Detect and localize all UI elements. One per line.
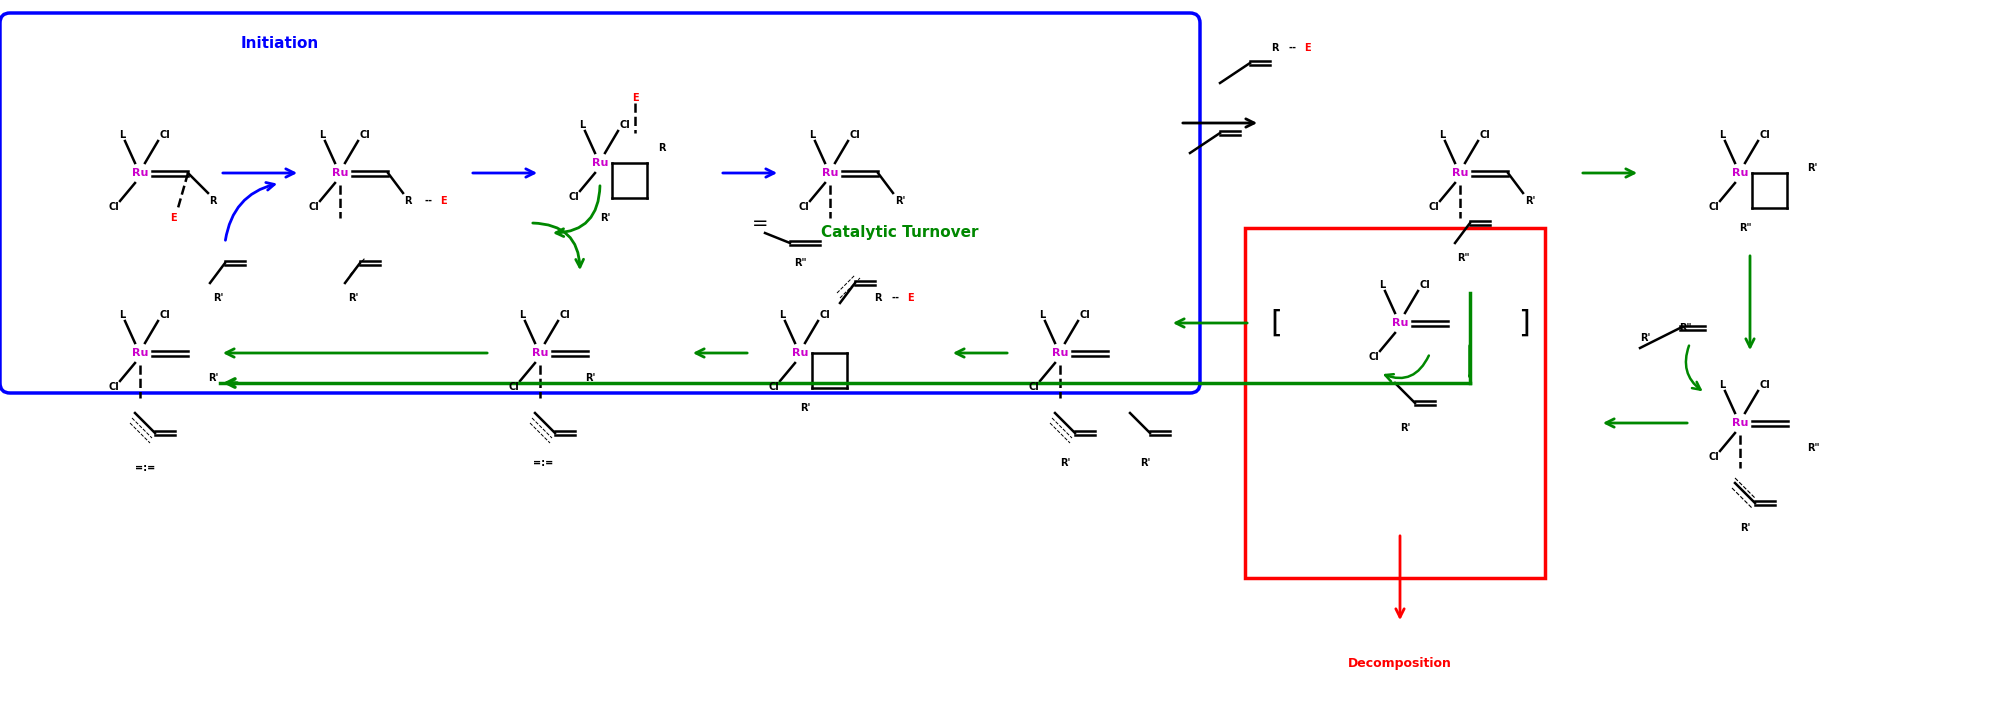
Text: Cl: Cl [109, 202, 119, 212]
Text: [: [ [1270, 309, 1282, 337]
Text: Cl: Cl [159, 130, 171, 140]
Text: R: R [209, 196, 217, 206]
Text: Ru: Ru [533, 348, 549, 358]
Text: Cl: Cl [569, 192, 579, 202]
Text: R': R' [207, 373, 219, 383]
Text: R: R [657, 143, 665, 153]
Text: E: E [1304, 43, 1311, 53]
Text: Decomposition: Decomposition [1349, 657, 1451, 669]
Text: Ru: Ru [332, 168, 348, 178]
Text: =: = [752, 214, 768, 233]
Text: R': R' [585, 373, 595, 383]
Text: L: L [780, 310, 786, 320]
Text: --: -- [424, 196, 432, 206]
Text: Ru: Ru [1451, 168, 1467, 178]
Text: Cl: Cl [109, 382, 119, 392]
Text: E: E [440, 196, 446, 206]
Text: R': R' [1640, 333, 1650, 343]
Text: =:=: =:= [533, 458, 553, 468]
Text: Ru: Ru [1733, 418, 1749, 428]
Text: R': R' [1741, 523, 1751, 533]
Text: R': R' [1059, 458, 1069, 468]
Text: R: R [404, 196, 412, 206]
Text: R': R' [1526, 196, 1536, 206]
Text: Ru: Ru [1051, 348, 1067, 358]
Text: L: L [808, 130, 816, 140]
Text: L: L [119, 310, 125, 320]
Text: R': R' [213, 293, 223, 303]
Text: R: R [1270, 43, 1278, 53]
Text: L: L [1039, 310, 1045, 320]
Text: Cl: Cl [159, 310, 171, 320]
Text: Ru: Ru [1391, 318, 1409, 328]
FancyBboxPatch shape [0, 13, 1200, 393]
Text: L: L [320, 130, 326, 140]
Text: =:=: =:= [135, 463, 155, 473]
Text: R': R' [348, 293, 358, 303]
Text: Cl: Cl [1759, 130, 1771, 140]
Text: Cl: Cl [1079, 310, 1089, 320]
Text: L: L [519, 310, 525, 320]
Text: Ru: Ru [792, 348, 808, 358]
Text: R": R" [1678, 323, 1690, 333]
Text: Cl: Cl [360, 130, 370, 140]
Text: Cl: Cl [1429, 202, 1439, 212]
Text: Catalytic Turnover: Catalytic Turnover [822, 226, 979, 240]
Text: Cl: Cl [509, 382, 519, 392]
Text: L: L [119, 130, 125, 140]
Text: Cl: Cl [1369, 352, 1379, 362]
Text: R: R [874, 293, 882, 303]
Text: L: L [1379, 280, 1385, 290]
Text: R': R' [894, 196, 904, 206]
Text: Cl: Cl [798, 202, 810, 212]
Text: Cl: Cl [850, 130, 860, 140]
Text: R": R" [1807, 443, 1819, 453]
Text: ]: ] [1518, 309, 1530, 337]
Text: Cl: Cl [1708, 202, 1719, 212]
Text: R': R' [800, 403, 810, 413]
Text: Initiation: Initiation [241, 35, 320, 51]
Text: R": R" [1739, 223, 1751, 233]
Text: Cl: Cl [559, 310, 571, 320]
Text: Cl: Cl [1419, 280, 1431, 290]
Text: Ru: Ru [591, 158, 609, 168]
Text: Cl: Cl [619, 120, 631, 130]
Text: R": R" [1457, 253, 1469, 263]
Text: R': R' [1399, 423, 1411, 433]
Text: E: E [169, 213, 177, 223]
Text: R": R" [794, 258, 806, 268]
Text: Cl: Cl [1708, 452, 1719, 462]
Text: E: E [907, 293, 913, 303]
Text: Cl: Cl [1759, 380, 1771, 390]
Text: Ru: Ru [133, 168, 149, 178]
Text: Cl: Cl [1029, 382, 1039, 392]
Text: Ru: Ru [1733, 168, 1749, 178]
Text: L: L [579, 120, 585, 130]
Text: L: L [1719, 130, 1725, 140]
Text: E: E [631, 93, 639, 103]
Text: R': R' [1807, 163, 1817, 173]
Text: Ru: Ru [133, 348, 149, 358]
Text: R': R' [1140, 458, 1150, 468]
Text: Cl: Cl [768, 382, 780, 392]
Text: --: -- [1288, 43, 1296, 53]
FancyBboxPatch shape [1244, 228, 1546, 578]
Text: Cl: Cl [820, 310, 830, 320]
Text: R': R' [599, 213, 611, 223]
Text: Ru: Ru [822, 168, 838, 178]
Text: L: L [1439, 130, 1445, 140]
Text: L: L [1719, 380, 1725, 390]
Text: Cl: Cl [310, 202, 320, 212]
Text: Cl: Cl [1479, 130, 1489, 140]
Text: --: -- [890, 293, 898, 303]
